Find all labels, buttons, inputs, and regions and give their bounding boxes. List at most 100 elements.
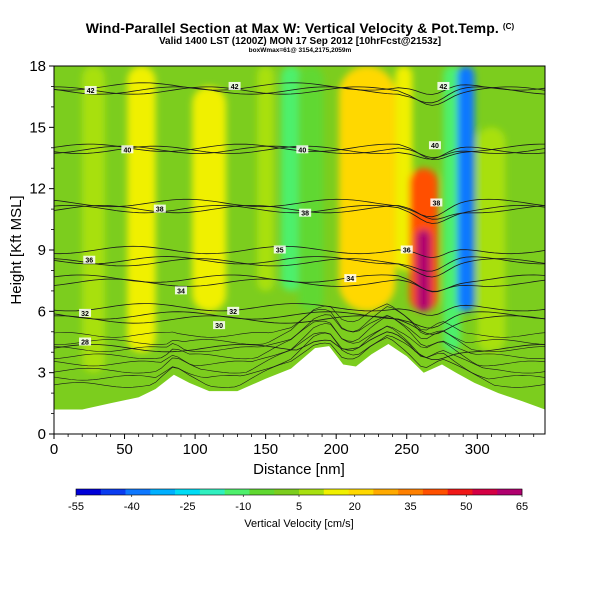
isentrope-label-text: 34 bbox=[346, 276, 354, 283]
isentrope-line-11 bbox=[54, 198, 545, 218]
colorbar-swatch-4 bbox=[175, 489, 201, 495]
y-tick-label-3: 3 bbox=[38, 365, 46, 382]
colorbar-label--10: -10 bbox=[235, 501, 251, 513]
colorbar-swatch-6 bbox=[224, 489, 250, 495]
colorbar-swatch-7 bbox=[249, 489, 275, 495]
isentrope-label-text: 28 bbox=[81, 340, 89, 347]
x-tick-label-150: 150 bbox=[253, 441, 278, 458]
isentrope-label-9: 38 bbox=[153, 204, 166, 214]
colorbar-swatch-2 bbox=[125, 489, 151, 495]
chart-title: Wind-Parallel Section at Max W: Vertical… bbox=[0, 20, 600, 36]
velocity-band-11 bbox=[457, 66, 475, 312]
isentrope-label-text: 42 bbox=[440, 84, 448, 91]
colorbar-label-20: 20 bbox=[349, 501, 361, 513]
isentrope-label-bg bbox=[83, 255, 96, 264]
velocity-band-4 bbox=[281, 66, 301, 291]
isentrope-label-bg bbox=[273, 245, 286, 254]
colorbar-swatch-1 bbox=[100, 489, 126, 495]
velocity-band-0 bbox=[82, 66, 105, 373]
colorbar-swatch-3 bbox=[150, 489, 176, 495]
colorbar-swatch-13 bbox=[398, 489, 424, 495]
isentrope-label-17: 42 bbox=[437, 81, 450, 91]
velocity-band-6 bbox=[339, 66, 396, 312]
isentrope-label-bg bbox=[227, 306, 240, 315]
colorbar-label-50: 50 bbox=[460, 501, 472, 513]
x-tick-label-100: 100 bbox=[183, 441, 208, 458]
isentrope-label-bg bbox=[437, 81, 450, 90]
isentrope-label-16: 42 bbox=[228, 81, 241, 91]
y-tick-label-12: 12 bbox=[29, 181, 46, 198]
isentrope-line-6 bbox=[54, 258, 545, 278]
y-tick-label-15: 15 bbox=[29, 119, 46, 136]
isentrope-label-text: 32 bbox=[229, 309, 237, 316]
copyright-mark: (C) bbox=[502, 22, 515, 31]
colorbar-swatch-16 bbox=[472, 489, 498, 495]
colorbar-label-35: 35 bbox=[404, 501, 416, 513]
isentrope-label-7: 36 bbox=[83, 255, 96, 265]
low-isentrope-line-2 bbox=[54, 325, 545, 374]
y-axis: 0 3 6 9 12 15 18 bbox=[29, 58, 54, 443]
isentrope-line-17 bbox=[54, 82, 545, 95]
colorbar-swatch-12 bbox=[373, 489, 399, 495]
isentrope-label-text: 36 bbox=[403, 248, 411, 255]
isentrope-label-text: 40 bbox=[298, 147, 306, 154]
y-tick-label-0: 0 bbox=[38, 426, 46, 443]
isentrope-label-text: 40 bbox=[123, 147, 131, 154]
velocity-band-12 bbox=[477, 127, 506, 353]
y-tick-label-9: 9 bbox=[38, 242, 46, 259]
isentrope-line-2 bbox=[54, 311, 545, 329]
velocity-band-7 bbox=[395, 66, 413, 271]
isentrope-label-12: 40 bbox=[121, 145, 134, 154]
low-isentrope-line-5 bbox=[54, 314, 545, 352]
isentrope-label-bg bbox=[79, 337, 92, 346]
isentrope-label-6: 35 bbox=[273, 245, 286, 255]
colorbar-swatch-11 bbox=[348, 489, 374, 495]
colorbar: -55 -40 -25 -10 5 20 35 50 65 bbox=[68, 488, 528, 513]
isentrope-label-13: 40 bbox=[296, 145, 309, 154]
plot-area bbox=[54, 66, 545, 434]
colorbar-label--40: -40 bbox=[124, 501, 140, 513]
velocity-field bbox=[82, 66, 506, 373]
isentrope-label-text: 40 bbox=[431, 143, 439, 150]
isentrope-label-bg bbox=[400, 245, 413, 254]
x-tick-label-0: 0 bbox=[50, 441, 58, 458]
x-tick-label-50: 50 bbox=[116, 441, 133, 458]
isentrope-label-text: 30 bbox=[215, 323, 223, 330]
low-isentrope-line-3 bbox=[54, 323, 545, 367]
y-axis-label: Height [Kft MSL] bbox=[8, 195, 25, 304]
isentrope-label-bg bbox=[79, 308, 92, 317]
isentrope-label-bg bbox=[153, 204, 166, 213]
low-isentrope-line-0 bbox=[54, 337, 545, 388]
isentrope-label-text: 34 bbox=[177, 288, 185, 295]
isentrope-label-14: 40 bbox=[428, 141, 441, 150]
colorbar-swatch-5 bbox=[199, 489, 225, 495]
isentrope-label-bg bbox=[296, 145, 309, 154]
chart-title-text: Wind-Parallel Section at Max W: Vertical… bbox=[85, 20, 499, 36]
low-isentrope-line-1 bbox=[54, 332, 545, 381]
chart-subtitle: Valid 1400 LST (1200Z) MON 17 Sep 2012 [… bbox=[158, 36, 442, 47]
isentrope-label-2: 32 bbox=[79, 308, 92, 318]
isentrope-line-16 bbox=[54, 86, 545, 104]
colorbar-swatch-15 bbox=[447, 489, 473, 495]
isentrope-line-5 bbox=[54, 274, 545, 293]
colorbar-swatch-0 bbox=[76, 489, 102, 495]
velocity-band-3 bbox=[257, 66, 275, 291]
isentrope-line-15 bbox=[54, 86, 545, 106]
isentrope-label-bg bbox=[174, 286, 187, 295]
velocity-band-5 bbox=[298, 66, 324, 312]
colorbar-swatch-10 bbox=[323, 489, 349, 495]
isentrope-label-1: 30 bbox=[213, 321, 226, 330]
y-tick-label-18: 18 bbox=[29, 58, 46, 75]
isentrope-label-text: 42 bbox=[87, 88, 95, 95]
colorbar-swatch-8 bbox=[274, 489, 300, 495]
low-isentrope-line-7 bbox=[54, 303, 545, 338]
colorbar-label-5: 5 bbox=[296, 501, 302, 513]
isentrope-label-bg bbox=[430, 198, 443, 207]
isentrope-label-bg bbox=[213, 321, 226, 330]
isentrope-label-bg bbox=[228, 81, 241, 90]
isentrope-label-text: 38 bbox=[156, 207, 164, 214]
colorbar-title: Vertical Velocity [cm/s] bbox=[244, 518, 353, 530]
colorbar-label--55: -55 bbox=[68, 501, 84, 513]
isentrope-label-text: 38 bbox=[301, 211, 309, 218]
